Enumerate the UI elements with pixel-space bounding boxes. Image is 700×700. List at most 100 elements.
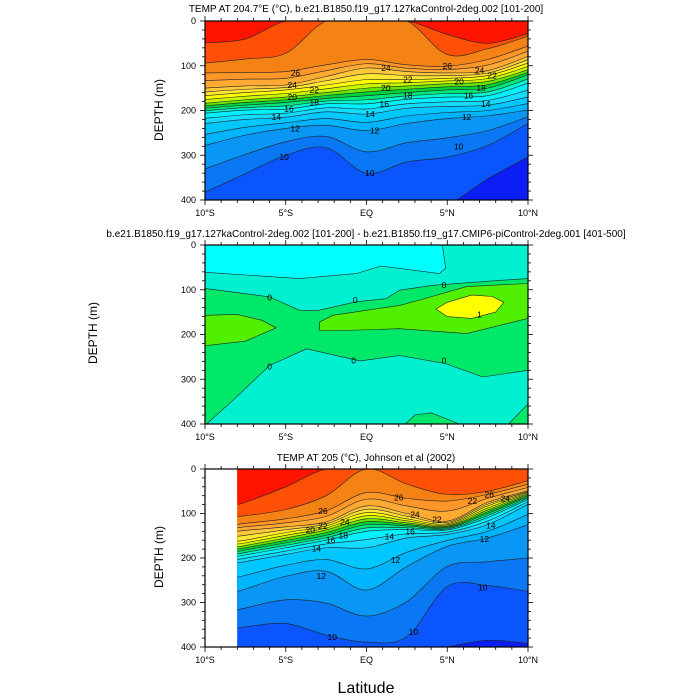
isotherm-9: [455, 156, 528, 200]
y-tick-label: 300: [181, 374, 196, 384]
isotherm-12: [205, 109, 528, 146]
contour-label: 24: [340, 517, 350, 527]
isotherm-24: [205, 56, 528, 89]
isotherm-17: [237, 497, 528, 555]
isotherm-9: [445, 639, 528, 647]
y-tick-label: 100: [181, 61, 196, 71]
isotherm-27: [205, 21, 528, 64]
isotherm-27: [237, 469, 528, 517]
x-tick-label: 5°N: [440, 432, 455, 442]
x-tick-label: 5°S: [278, 432, 293, 442]
y-tick-label: 200: [181, 106, 196, 116]
x-tick-label: 10°S: [195, 655, 215, 665]
x-tick-label: EQ: [360, 432, 373, 442]
isotherm-14: [205, 96, 528, 124]
contour-label: 10: [328, 632, 338, 642]
isotherm-22: [205, 62, 528, 97]
panel-title: TEMP AT 204.7°E (°C), b.e21.B1850.f19_g1…: [189, 4, 544, 15]
contour-label: 12: [391, 555, 401, 565]
contour-label: 0: [267, 292, 272, 302]
contour-label: 26: [318, 506, 328, 516]
panel-title: TEMP AT 205 (°C), Johnson et al (2002): [277, 453, 456, 464]
contour-label: 22: [309, 85, 319, 95]
isotherm-21: [205, 66, 528, 100]
panel-title: b.e21.B1850.f19_g17.127kaControl-2deg.00…: [106, 229, 625, 240]
y-tick-label: 300: [181, 150, 196, 160]
isotherm-23: [205, 59, 528, 93]
contour-label: 22: [432, 514, 442, 524]
contour-label: 24: [381, 63, 391, 73]
contour-region-0-0.5: [405, 412, 459, 424]
x-tick-label: 5°N: [440, 655, 455, 665]
y-tick-label: 400: [181, 195, 196, 205]
isotherm-18: [205, 74, 528, 109]
isotherm-12: [237, 524, 528, 592]
y-axis-title: DEPTH (m): [86, 302, 100, 364]
x-tick-label: 10°N: [518, 432, 538, 442]
contour-label: 14: [365, 109, 375, 119]
y-tick-label: 100: [181, 509, 196, 519]
y-tick-label: 400: [181, 642, 196, 652]
contour-label: 0: [351, 355, 356, 365]
contour-label: 0: [353, 295, 358, 305]
x-tick-label: 5°S: [278, 655, 293, 665]
contour-label: 22: [468, 496, 478, 506]
y-axis-title: DEPTH (m): [152, 526, 166, 588]
isotherm-20: [205, 69, 528, 104]
contour-label: 12: [290, 123, 300, 133]
contour-label: 24: [475, 66, 485, 76]
y-tick-label: 100: [181, 285, 196, 295]
panel-temperature-difference: 0 0 0 0 0 0 1 10°S 5°S EQ 5°N 10°N 0 100 200 300 400 b.e2…: [86, 229, 626, 442]
contour-label: 0: [442, 355, 447, 365]
isotherm-14: [237, 503, 528, 564]
y-tick-label: 400: [181, 419, 196, 429]
isotherm-25: [237, 487, 528, 529]
contour-label: 18: [403, 91, 413, 101]
contour-label: 22: [318, 521, 328, 531]
isotherm-25: [205, 50, 528, 81]
x-tick-label: 10°N: [518, 208, 538, 218]
x-axis: [204, 16, 529, 205]
isotherm-20: [237, 494, 528, 548]
y-tick-label: 200: [181, 553, 196, 563]
y-axis-title: DEPTH (m): [152, 79, 166, 141]
isotherm-11: [237, 557, 528, 617]
contour-label: 10: [454, 141, 464, 151]
contour-band-above-28: [205, 21, 528, 44]
contour-label: 18: [476, 83, 486, 93]
contour-label: 16: [284, 104, 294, 114]
contour-region-0-0.5: [508, 403, 528, 424]
x-tick-label: 10°S: [195, 432, 215, 442]
y-tick-label: 0: [191, 16, 196, 26]
x-axis: [204, 464, 529, 652]
isotherm-10: [237, 581, 528, 644]
isotherm-28: [237, 469, 528, 505]
y-tick-label: 0: [191, 240, 196, 250]
isotherm-15: [237, 501, 528, 560]
y-axis: [200, 244, 533, 425]
isotherm-23: [237, 491, 528, 537]
contour-label: 20: [454, 76, 464, 86]
contour-label: 10: [365, 168, 375, 178]
contour-label: 18: [339, 530, 349, 540]
isotherm-22: [237, 492, 528, 542]
y-axis: [200, 20, 533, 201]
isotherm-13: [237, 514, 528, 578]
isotherm-18: [237, 496, 528, 552]
y-axis: [200, 468, 533, 648]
contour-label: 0: [267, 361, 272, 371]
isotherm-17: [205, 78, 528, 112]
isotherm-28: [205, 21, 528, 44]
contour-label: 14: [385, 532, 395, 542]
x-tick-label: EQ: [360, 208, 373, 218]
isotherm-13: [205, 103, 528, 135]
isotherm-16: [237, 498, 528, 557]
contour-label: 20: [287, 92, 297, 102]
contour-label: 1: [477, 309, 482, 319]
contour-label: 16: [405, 526, 415, 536]
contour-label: 0: [442, 280, 447, 290]
